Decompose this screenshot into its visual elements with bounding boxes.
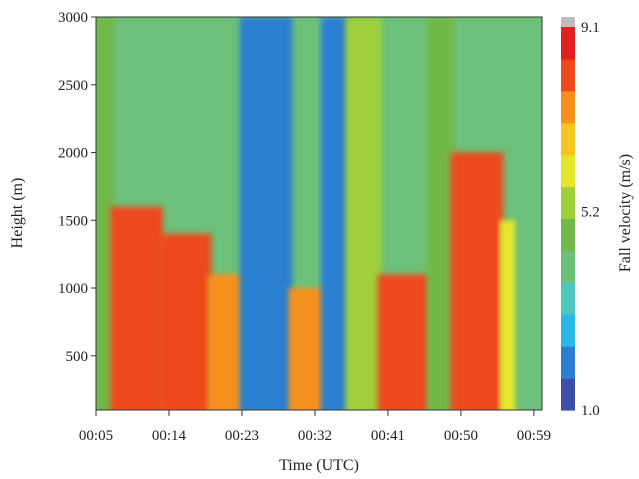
colorbar-swatch (561, 250, 575, 283)
colorbar-tick-label: 5.2 (581, 204, 600, 220)
y-tick-label: 1500 (58, 213, 88, 229)
colorbar-swatch (561, 314, 575, 347)
velocity-band (426, 17, 455, 410)
colorbar-tick-label: 1.0 (581, 403, 600, 419)
colorbar-swatch (561, 218, 575, 252)
x-tick-label: 00:05 (79, 428, 113, 444)
colorbar: 1.0 5.2 9.1 (561, 17, 600, 419)
x-axis: 00:05 00:14 00:23 00:32 00:41 00:50 00:59 (79, 410, 551, 444)
x-tick-label: 00:32 (298, 428, 332, 444)
velocity-band (345, 17, 382, 410)
velocity-band (515, 17, 542, 410)
y-tick-label: 3000 (58, 10, 88, 26)
y-tick-label: 2000 (58, 146, 88, 162)
heatmap (96, 17, 542, 410)
x-tick-label: 00:14 (152, 428, 187, 444)
colorbar-swatch (561, 122, 575, 156)
velocity-band (110, 206, 163, 410)
velocity-band (321, 17, 350, 410)
colorbar-swatch (561, 154, 575, 188)
colorbar-tick-label: 9.1 (581, 20, 600, 36)
colorbar-swatch (561, 282, 575, 315)
x-tick-label: 00:23 (225, 428, 259, 444)
y-axis: 500 1000 1500 2000 2500 3000 (58, 10, 96, 365)
colorbar-over-swatch (561, 17, 575, 27)
velocity-band (499, 220, 520, 410)
velocity-band (377, 274, 431, 410)
velocity-band (450, 152, 504, 410)
colorbar-swatch (561, 27, 575, 60)
y-axis-label: Height (m) (9, 178, 26, 249)
velocity-band (239, 17, 293, 410)
colorbar-swatch (561, 90, 575, 124)
colorbar-swatch (561, 378, 575, 411)
velocity-band (158, 233, 212, 410)
y-tick-label: 2500 (58, 78, 88, 94)
velocity-band (96, 17, 115, 410)
plot-frame (95, 16, 543, 411)
y-tick-label: 1000 (58, 281, 88, 297)
x-axis-label: Time (UTC) (279, 457, 359, 474)
colorbar-swatch (561, 346, 575, 379)
colorbar-swatch (561, 186, 575, 220)
x-tick-label: 00:59 (517, 428, 551, 444)
velocity-band (207, 274, 244, 410)
colorbar-label: Fall velocity (m/s) (617, 154, 634, 272)
colorbar-swatch (561, 58, 575, 92)
x-tick-label: 00:50 (444, 428, 478, 444)
y-tick-label: 500 (66, 349, 89, 365)
velocity-band (288, 288, 326, 410)
x-tick-label: 00:41 (371, 428, 405, 444)
